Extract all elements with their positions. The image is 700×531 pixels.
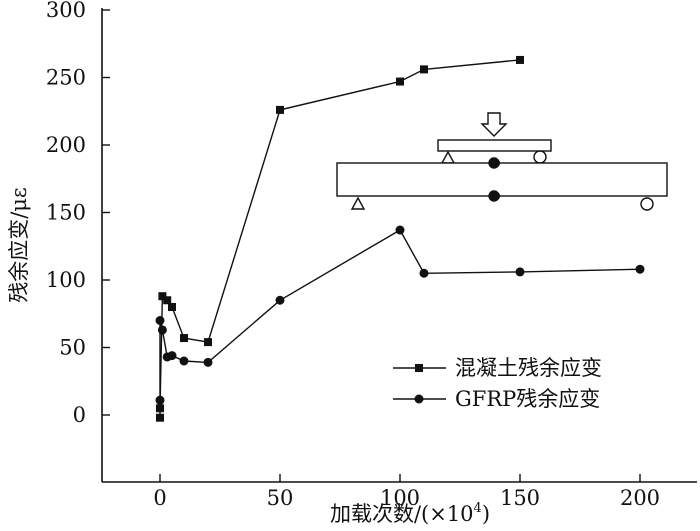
legend-marker-circle-icon bbox=[414, 394, 424, 404]
data-point-circle bbox=[203, 357, 213, 367]
x-tick-label: 50 bbox=[267, 486, 294, 510]
y-axis-title: 残余应变/με bbox=[7, 187, 31, 303]
data-point-square bbox=[168, 303, 176, 311]
data-point-square bbox=[163, 296, 172, 305]
data-point-circle bbox=[167, 351, 177, 361]
x-axis-title-main: 加载次数/(×10 bbox=[330, 502, 474, 526]
y-tick-label: 50 bbox=[59, 336, 86, 360]
top-left-support-icon bbox=[440, 150, 456, 164]
legend-label-concrete: 混凝土残余应变 bbox=[455, 356, 602, 380]
legend-item-concrete: 混凝土残余应变 bbox=[393, 356, 602, 380]
strain-gauge-bottom-icon bbox=[488, 190, 500, 202]
x-tick-label: 0 bbox=[153, 486, 166, 510]
y-tick-label: 300 bbox=[46, 0, 86, 22]
data-point-square bbox=[276, 105, 284, 114]
data-point-circle bbox=[155, 316, 165, 325]
data-point-circle bbox=[157, 325, 167, 335]
y-tick-label: 100 bbox=[46, 268, 86, 292]
loading-plate bbox=[437, 139, 552, 152]
data-point-circle bbox=[515, 267, 525, 277]
data-point-square bbox=[420, 65, 428, 74]
legend-label-gfrp: GFRP残余应变 bbox=[455, 387, 600, 411]
strain-gauge-top-icon bbox=[488, 157, 500, 169]
data-point-square bbox=[158, 292, 167, 301]
beam-body bbox=[336, 162, 668, 197]
data-point-circle bbox=[179, 356, 189, 366]
data-point-square bbox=[396, 77, 404, 86]
y-tick-label: 0 bbox=[73, 403, 86, 427]
top-right-roller-icon bbox=[533, 150, 547, 164]
data-point-circle bbox=[635, 264, 645, 274]
bottom-right-roller-icon bbox=[640, 197, 654, 211]
legend-marker-square-icon bbox=[415, 364, 423, 372]
x-axis-title: 加载次数/(×104) bbox=[330, 501, 490, 526]
strain-gauge-bottom-wire bbox=[497, 192, 501, 200]
load-arrow-icon bbox=[480, 112, 508, 137]
data-point-square bbox=[204, 338, 212, 347]
data-point-square bbox=[516, 55, 524, 64]
data-point-square bbox=[156, 413, 164, 422]
beam-loading-schematic bbox=[336, 112, 668, 211]
x-axis-title-superscript: 4 bbox=[474, 501, 482, 516]
x-axis-title-suffix: ) bbox=[482, 502, 490, 526]
legend: 混凝土残余应变 GFRP残余应变 bbox=[393, 356, 602, 411]
y-tick-label: 200 bbox=[46, 133, 86, 157]
x-tick-label: 200 bbox=[620, 486, 660, 510]
data-point-circle bbox=[155, 395, 165, 405]
series-layer bbox=[155, 55, 645, 422]
bottom-left-support-icon bbox=[350, 196, 366, 210]
data-point-circle bbox=[275, 295, 285, 305]
strain-gauge-top-wire bbox=[497, 159, 501, 167]
x-axis-ticks: 0 50 100 150 200 bbox=[153, 474, 660, 510]
y-axis-ticks: 0 50 100 150 200 250 300 bbox=[46, 0, 110, 427]
y-tick-label: 250 bbox=[46, 66, 86, 90]
y-tick-label: 150 bbox=[46, 201, 86, 225]
x-tick-label: 100 bbox=[380, 486, 420, 510]
data-point-circle bbox=[419, 268, 429, 278]
data-point-square bbox=[156, 404, 164, 413]
legend-item-gfrp: GFRP残余应变 bbox=[393, 387, 600, 411]
x-tick-label: 150 bbox=[500, 486, 540, 510]
data-point-square bbox=[180, 334, 188, 343]
data-point-circle bbox=[395, 225, 405, 235]
